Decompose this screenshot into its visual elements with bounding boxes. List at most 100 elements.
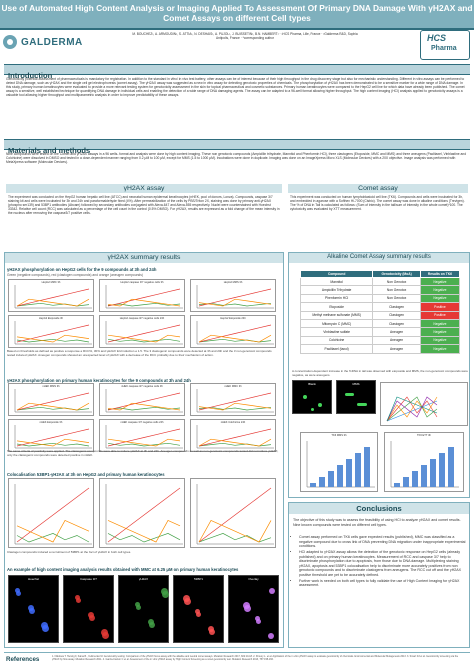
coloc-plot-2-line-0 (198, 533, 272, 543)
hepg2-plot-4-line-1 (107, 324, 181, 343)
result-cell: Negative (419, 293, 461, 304)
hepg2-legend: Green (negative compounds), red (clastog… (7, 273, 143, 277)
tk6-ett-bar-1 (403, 477, 409, 487)
galderma-logo: GALDERMA (3, 32, 85, 52)
comet-image-mms-label: MMS (352, 382, 360, 386)
nhek-plot-1-line-1 (107, 392, 181, 411)
nhek-heading: γH2AX phosphorylation on primary human k… (7, 378, 191, 383)
compound-cell: Methyl methane sulfonate (MMS) (299, 310, 374, 320)
coloc-plot-0 (8, 478, 94, 548)
compound-cell: Paclitaxel (taxol) (299, 344, 374, 354)
tk6-ett-bar-3 (421, 465, 427, 487)
example-image-3: 53BP1 (173, 575, 224, 643)
hepg2-plot-5-title: HepG2 Etoposide 24h (220, 317, 246, 320)
materials-title: Materials and methods (8, 146, 91, 155)
hepg2-heading: γH2AX phosphorylation on HepG2 cells for… (7, 267, 157, 272)
tk6-mms-bar-4 (346, 459, 352, 487)
comet-image-blank: Blank (292, 380, 332, 414)
tk6-legend-plot (380, 382, 468, 426)
conclusion-item: Further work is needed on both cell type… (299, 579, 466, 588)
genotoxicity-cell: Non Genotox (372, 285, 421, 295)
example-image-2: γH2AX (118, 575, 169, 643)
galderma-logo-icon (3, 35, 17, 49)
table-row: Mitomycin C (MMC) Clastogen Negative (299, 318, 461, 329)
nhek-caption: The same criteria of positivity were app… (7, 449, 279, 457)
result-cell: Positive (419, 310, 461, 320)
hepg2-plot-2-line-2 (198, 298, 272, 307)
coloc-caption: Clastogen compounds induced a recruitmen… (7, 550, 132, 554)
example-image-label-1: Caspase 3/7 (80, 577, 97, 581)
hepg2-plot-2-line-1 (198, 288, 272, 307)
hepg2-plot-5: HepG2 Etoposide 24h (190, 315, 276, 348)
result-cell: Negative (419, 344, 461, 354)
tk6-ett-plot: TK6 ETT 3h (384, 432, 464, 492)
table-row: Phenformin HCl Non Genotox Negative (299, 293, 461, 304)
example-heading: An example of high content imaging analy… (7, 567, 239, 572)
hepg2-plot-5-line-2 (198, 334, 272, 343)
genotoxicity-cell: Clastogen (372, 302, 421, 312)
coloc-plot-1-line-1 (107, 487, 181, 543)
poster-title: Use of Automated High Content Analysis o… (1, 3, 473, 23)
table-header-compound: Compound (299, 270, 374, 278)
hepg2-plot-0-title: HepG2 MMC 3h (41, 281, 61, 284)
hepg2-plot-5-line-1 (198, 324, 272, 343)
tk6-mms-plot-title: TK6 MMS 3h (331, 434, 347, 437)
authors: M. BOUCHEZ¹, A. ARMOUDIN¹, S. ATTIA¹, N.… (132, 32, 358, 41)
references-title: References (6, 656, 40, 663)
nhek-plot-2-line-2 (198, 402, 272, 411)
coloc-plot-2-line-1 (198, 487, 272, 543)
hepg2-caption: Based on thresholds as defined as positi… (7, 349, 272, 357)
example-image-label-2: γH2AX (138, 577, 149, 581)
hepg2-plot-1-line-2 (107, 298, 181, 307)
introduction-text: Genotoxicity potential assessment of pha… (6, 77, 465, 98)
tk6-ett-bar-0 (394, 483, 400, 487)
coloc-plot-2-line-2 (198, 519, 272, 543)
table-row: Vinblastine sulfate Aneugen Negative (299, 327, 461, 337)
nhek-plot-3: nHEK Etoposide 3h (8, 419, 94, 452)
conclusion-item: HCI adapted to γH2AX assay allows the de… (299, 550, 466, 577)
nhek-plot-3-line-2 (16, 438, 90, 447)
tk6-legend-line-0 (386, 400, 438, 422)
result-cell: Negative (419, 318, 461, 329)
references-bar: References 1. Nikolova T. Hennig F, Kain… (4, 652, 470, 669)
example-image-1: Caspase 3/7 (63, 575, 114, 643)
nhek-plot-1-line-0 (107, 406, 181, 411)
nhek-plot-5-title: nHEK Colchicine 24h (220, 421, 246, 424)
nhek-plot-2-line-1 (198, 392, 272, 411)
nhek-plot-3-line-0 (16, 442, 90, 447)
introduction-title: Introduction (8, 71, 53, 80)
comet-assay-header: Comet assay (288, 184, 468, 193)
tk6-mms-bar-1 (319, 477, 325, 487)
coloc-plot-0-line-2 (16, 519, 90, 543)
h2ax-results-panel (4, 252, 284, 648)
tk6-mms-bar-2 (328, 471, 334, 487)
title-bar: Use of Automated High Content Analysis o… (0, 0, 474, 30)
genotoxicity-cell: Clastogen (372, 310, 421, 320)
h2ax-results-header: γH2AX summary results (5, 253, 283, 263)
genotoxicity-cell: Non Genotox (372, 276, 421, 287)
nhek-plot-5-line-1 (198, 428, 272, 447)
compound-cell: Mitomycin C (MMC) (299, 318, 374, 329)
coloc-plot-0-line-0 (16, 533, 90, 543)
nhek-plot-1: nHEK caspase 3/7 negative cells 3h (99, 383, 185, 416)
coloc-plot-0-line-1 (16, 487, 90, 543)
hepg2-plot-2: HepG2 MMS 3h (190, 279, 276, 312)
tk6-legend-line-3 (386, 396, 438, 422)
coloc-plot-1 (99, 478, 185, 548)
introduction-header: Introduction (4, 64, 470, 80)
nhek-plot-4-line-0 (107, 442, 181, 447)
example-image-label-4: Overlay (248, 577, 259, 581)
result-cell: Positive (419, 302, 461, 312)
hcs-logo-text: HCS (427, 33, 447, 43)
table-row: Mannitol Non Genotox Negative (299, 276, 461, 287)
coloc-plot-1-line-0 (107, 533, 181, 543)
nhek-plot-0-line-1 (16, 392, 90, 411)
tk6-legend-line-5 (386, 396, 438, 422)
materials-header: Materials and methods (4, 139, 470, 155)
tk6-legend-line-1 (386, 396, 438, 422)
tk6-legend-line-2 (386, 396, 438, 422)
tk6-legend-line-4 (386, 396, 438, 422)
tk6-ett-bar-5 (439, 453, 445, 487)
conclusions-list: Comet assay performed on TK6 cells gave … (293, 535, 466, 589)
genotoxicity-cell: Aneugen (372, 335, 421, 346)
